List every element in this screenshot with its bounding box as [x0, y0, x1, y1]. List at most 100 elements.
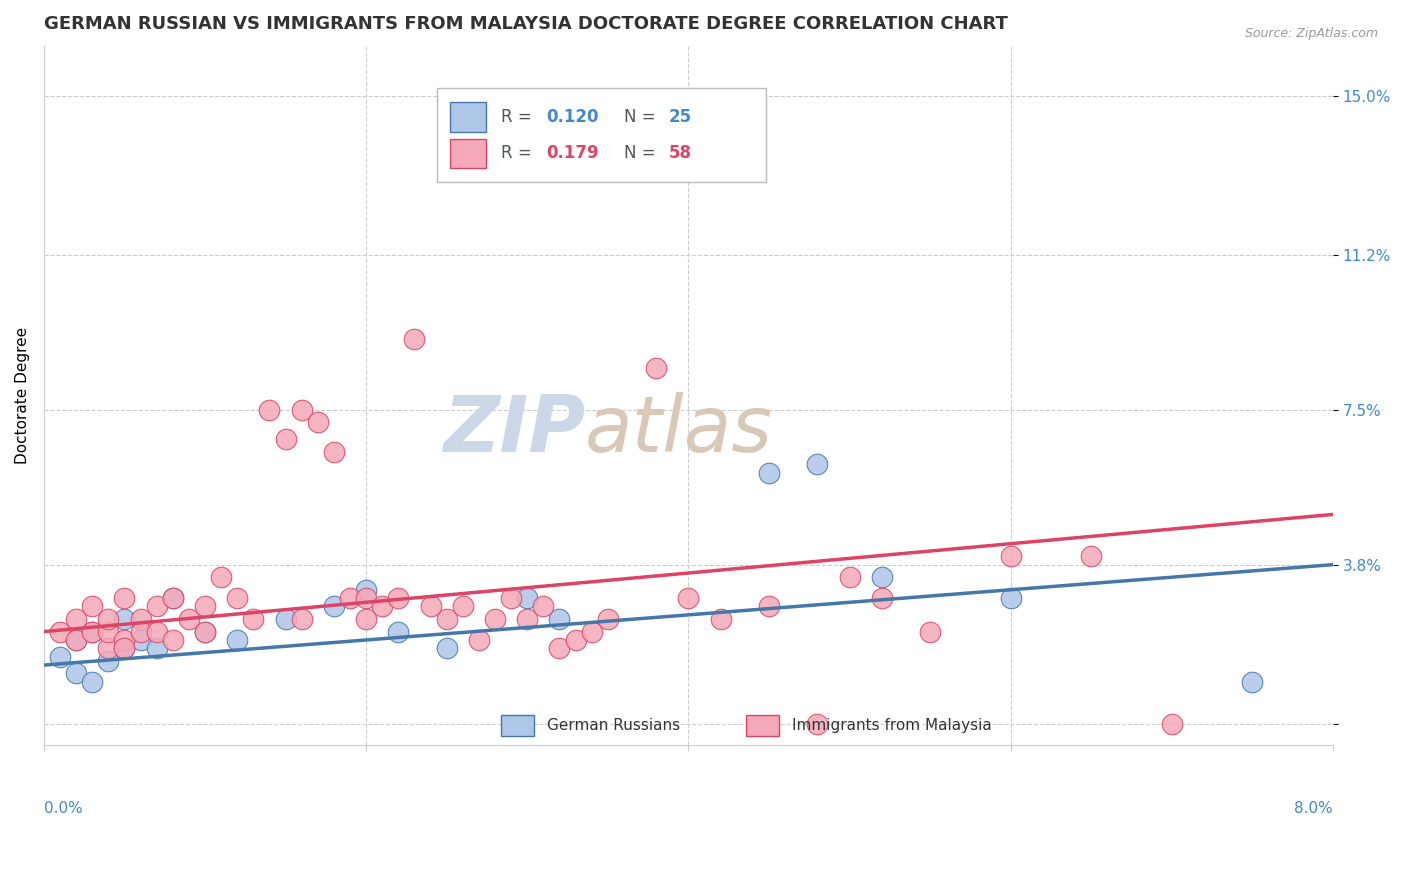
Point	[114, 632, 136, 647]
Point	[870, 570, 893, 584]
Point	[145, 641, 167, 656]
Point	[710, 612, 733, 626]
Point	[1000, 591, 1022, 606]
Point	[1160, 716, 1182, 731]
Point	[129, 624, 152, 639]
Bar	[747, 715, 779, 736]
Point	[129, 612, 152, 626]
Point	[162, 591, 184, 606]
Point	[242, 612, 264, 626]
Bar	[502, 715, 534, 736]
Point	[114, 641, 136, 656]
Point	[451, 599, 474, 614]
Point	[226, 591, 249, 606]
Point	[1241, 674, 1264, 689]
Point	[97, 624, 120, 639]
Point	[645, 360, 668, 375]
Bar	[450, 103, 486, 132]
Point	[65, 666, 87, 681]
Point	[548, 612, 571, 626]
Point	[758, 599, 780, 614]
Point	[82, 599, 104, 614]
Point	[226, 632, 249, 647]
Point	[259, 402, 281, 417]
Point	[177, 612, 200, 626]
Point	[307, 415, 329, 429]
Point	[516, 591, 538, 606]
Text: 8.0%: 8.0%	[1294, 800, 1333, 815]
Text: 25: 25	[669, 108, 692, 126]
Point	[404, 332, 426, 346]
Text: atlas: atlas	[585, 392, 773, 468]
Point	[354, 612, 377, 626]
Point	[65, 632, 87, 647]
Point	[291, 402, 314, 417]
Point	[291, 612, 314, 626]
Bar	[450, 138, 486, 168]
Point	[436, 612, 458, 626]
Point	[65, 632, 87, 647]
Point	[354, 582, 377, 597]
Point	[97, 612, 120, 626]
Point	[322, 444, 344, 458]
Point	[436, 641, 458, 656]
Point	[339, 591, 361, 606]
Point	[49, 649, 72, 664]
Point	[1000, 549, 1022, 564]
Point	[838, 570, 860, 584]
Point	[354, 591, 377, 606]
Point	[82, 674, 104, 689]
Point	[758, 466, 780, 480]
Point	[97, 654, 120, 668]
Text: German Russians: German Russians	[547, 718, 679, 733]
Point	[387, 591, 409, 606]
Point	[114, 612, 136, 626]
Point	[162, 591, 184, 606]
Point	[564, 632, 586, 647]
Point	[97, 641, 120, 656]
Point	[806, 457, 828, 471]
Point	[129, 632, 152, 647]
Point	[548, 641, 571, 656]
Point	[516, 612, 538, 626]
Point	[49, 624, 72, 639]
Point	[274, 612, 297, 626]
Point	[501, 591, 523, 606]
Point	[1080, 549, 1102, 564]
Point	[678, 591, 700, 606]
Point	[65, 612, 87, 626]
Point	[531, 599, 554, 614]
Text: N =: N =	[624, 108, 661, 126]
Y-axis label: Doctorate Degree: Doctorate Degree	[15, 326, 30, 464]
Point	[145, 624, 167, 639]
Point	[274, 432, 297, 446]
Point	[468, 632, 491, 647]
Point	[322, 599, 344, 614]
Point	[484, 612, 506, 626]
Point	[209, 570, 232, 584]
Text: R =: R =	[502, 145, 537, 162]
Point	[806, 716, 828, 731]
Text: 0.179: 0.179	[547, 145, 599, 162]
Point	[162, 632, 184, 647]
Point	[371, 599, 394, 614]
Point	[114, 641, 136, 656]
Point	[194, 599, 217, 614]
Point	[114, 591, 136, 606]
Text: 58: 58	[669, 145, 692, 162]
Point	[82, 624, 104, 639]
Point	[82, 624, 104, 639]
Point	[596, 612, 619, 626]
Text: 0.120: 0.120	[547, 108, 599, 126]
Point	[387, 624, 409, 639]
Point	[419, 599, 441, 614]
Point	[194, 624, 217, 639]
Text: ZIP: ZIP	[443, 392, 585, 468]
Point	[145, 599, 167, 614]
Text: R =: R =	[502, 108, 537, 126]
Text: 0.0%: 0.0%	[44, 800, 83, 815]
Text: Immigrants from Malaysia: Immigrants from Malaysia	[792, 718, 991, 733]
FancyBboxPatch shape	[437, 87, 766, 182]
Text: N =: N =	[624, 145, 661, 162]
Text: Source: ZipAtlas.com: Source: ZipAtlas.com	[1244, 27, 1378, 40]
